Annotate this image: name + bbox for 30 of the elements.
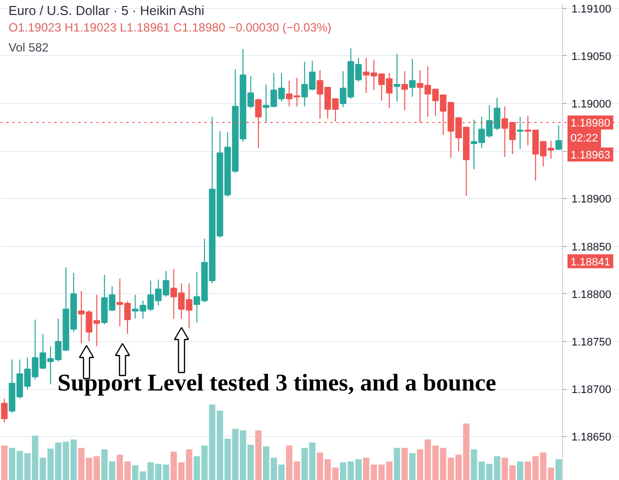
- bar: [402, 448, 408, 480]
- y-tick-label: 1.19100: [572, 3, 612, 16]
- text: 02:22: [570, 132, 598, 145]
- candlestick: [516, 116, 524, 150]
- text: O1.19023 H1.19023 L1.18961 C1.18980 −0.00030 (−0.03%): [8, 20, 332, 34]
- y-tick-label: 1.18750: [572, 336, 612, 349]
- y-tick-label: 1.18650: [572, 432, 612, 444]
- y-tick-label: 1.18800: [572, 288, 612, 301]
- bar: [394, 448, 400, 480]
- bar: [555, 459, 562, 480]
- bar: [517, 462, 524, 480]
- chart-title: Euro / U.S. Dollar · 5 · Heikin Ashi: [8, 3, 204, 18]
- y-tick-label: 1.18700: [572, 384, 612, 396]
- text: 1.18841: [570, 256, 610, 268]
- candlestick: [394, 54, 400, 102]
- bar: [409, 453, 416, 480]
- annotation: Vol 582: [8, 40, 49, 54]
- y-tick-label: 1.19050: [572, 50, 612, 63]
- y-tick-label: 1.18900: [572, 194, 612, 206]
- candlestick: [409, 58, 416, 98]
- candlestick: [555, 124, 562, 151]
- y-tick-label: 1.18850: [572, 241, 612, 254]
- bar: [1, 446, 8, 480]
- candlestick: [401, 70, 408, 111]
- bar: [255, 430, 262, 480]
- ref-line-label: 1.18980: [570, 118, 610, 130]
- annotation: Support Level tested 3 times, and a bounce: [58, 370, 497, 396]
- text: 1.18963: [570, 150, 610, 162]
- y-tick-label: 1.19000: [572, 98, 612, 111]
- candlestick: [1, 398, 8, 423]
